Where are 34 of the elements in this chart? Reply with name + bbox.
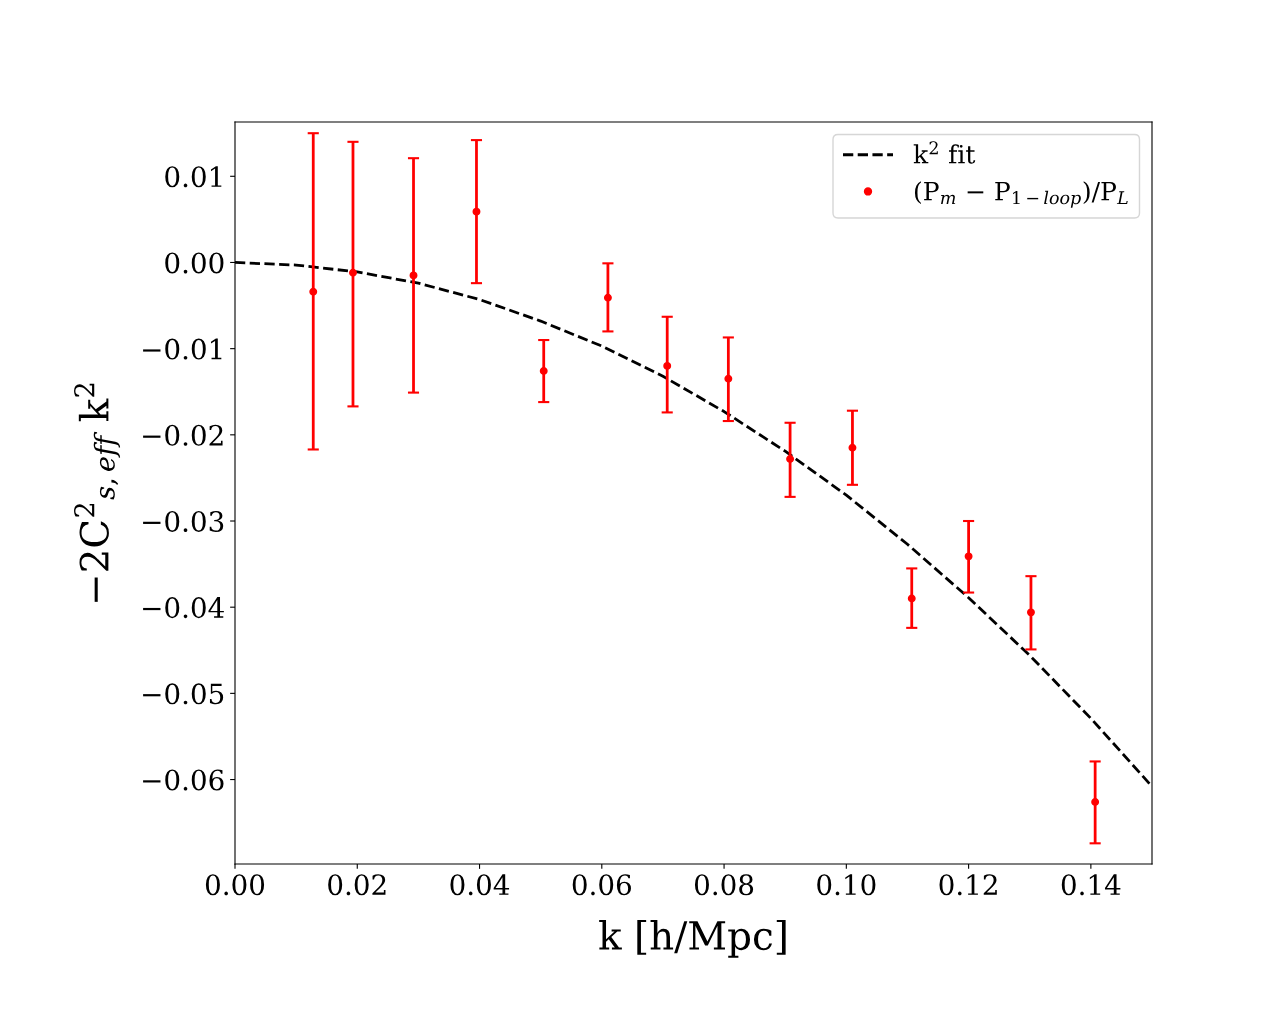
x-tick-label: 0.12 — [939, 874, 997, 896]
y-tick-label: −0.03 — [143, 510, 224, 532]
y-tick-label: −0.02 — [143, 424, 223, 446]
point — [848, 443, 857, 452]
point — [1027, 608, 1035, 617]
point — [724, 374, 733, 383]
x-tick-label: 0.04 — [450, 874, 510, 896]
y-tick-label: −0.04 — [143, 597, 224, 619]
point — [663, 361, 672, 370]
x-tick-label: 0.10 — [817, 874, 876, 896]
y-tick-label: 0.00 — [165, 252, 224, 274]
point — [539, 367, 548, 376]
x-tick-label: 0.02 — [328, 874, 386, 896]
point — [1091, 797, 1100, 806]
point — [409, 271, 418, 280]
x-tick-label: 0.08 — [694, 874, 754, 896]
legend-label: k$^{2}$ fit — [913, 141, 976, 164]
x-tick-label: 0.14 — [1061, 874, 1121, 896]
x-tick-label: 0.06 — [572, 874, 631, 896]
point — [964, 552, 973, 561]
y-tick-label: −0.01 — [143, 338, 222, 360]
y-axis-title: −2C$^{2}$$_{s,eff}$ k$^{2}$ — [74, 383, 121, 602]
point — [472, 207, 481, 216]
x-tick-label: 0.00 — [205, 874, 265, 896]
point — [309, 287, 318, 296]
point — [349, 268, 357, 277]
legend-label: (P$_{m}$ − P$_{1−loop}$)/P$_{L}$ — [914, 181, 1128, 208]
x-axis-title: k [h/Mpc] — [599, 920, 786, 958]
point — [907, 594, 916, 603]
y-tick-label: −0.05 — [143, 683, 224, 705]
y-tick-label: −0.06 — [143, 769, 224, 791]
point — [603, 293, 612, 302]
point — [786, 455, 795, 463]
y-tick-label: 0.01 — [165, 166, 222, 188]
